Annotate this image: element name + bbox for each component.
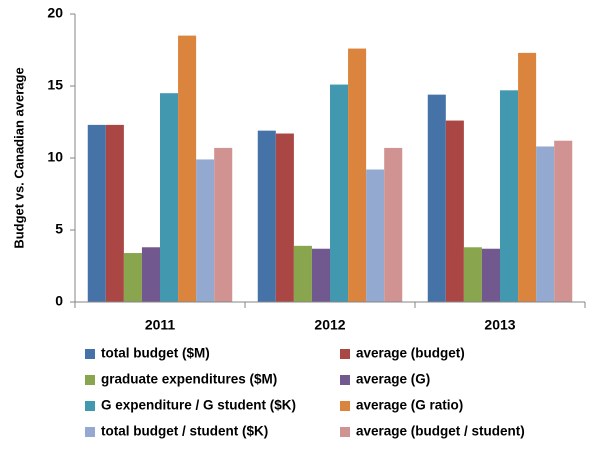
bar: [463, 247, 482, 302]
y-tick-label: 15: [47, 77, 63, 93]
bar: [427, 94, 446, 302]
bar: [160, 93, 179, 302]
x-tick-label: 2012: [314, 317, 345, 333]
y-tick-label: 10: [47, 149, 63, 165]
legend-swatch: [85, 427, 95, 437]
bar: [196, 159, 215, 302]
bar: [257, 130, 276, 302]
legend-label: total budget / student ($K): [101, 424, 268, 439]
legend-label: average (budget): [356, 346, 465, 361]
legend-swatch: [340, 427, 350, 437]
bar: [536, 146, 555, 302]
legend-swatch: [340, 349, 350, 359]
x-tick-label: 2011: [145, 317, 176, 333]
y-tick-label: 0: [55, 293, 63, 309]
legend-label: total budget ($M): [101, 346, 210, 361]
bar: [384, 147, 403, 302]
legend-swatch: [340, 375, 350, 385]
bar: [348, 48, 367, 303]
bar: [275, 133, 294, 302]
bar: [500, 90, 519, 302]
y-axis-label: Budget vs. Canadian average: [11, 67, 26, 248]
legend-label: average (G): [356, 372, 430, 387]
bar: [178, 35, 197, 302]
bar: [214, 147, 233, 302]
legend-swatch: [85, 401, 95, 411]
legend-label: average (budget / student): [356, 424, 525, 439]
bar: [293, 245, 312, 302]
legend-label: G expenditure / G student ($K): [101, 398, 296, 413]
bar: [311, 248, 330, 302]
legend-swatch: [85, 375, 95, 385]
y-tick-label: 5: [55, 221, 63, 237]
x-tick-label: 2013: [484, 317, 515, 333]
bar: [123, 253, 142, 302]
bar: [141, 247, 160, 302]
bar: [554, 140, 573, 302]
bar: [366, 169, 385, 302]
bar: [481, 248, 500, 302]
legend-swatch: [340, 401, 350, 411]
legend-label: graduate expenditures ($M): [101, 372, 277, 387]
y-tick-label: 20: [47, 5, 63, 21]
bar: [330, 84, 349, 302]
bar: [105, 124, 124, 302]
legend-swatch: [85, 349, 95, 359]
bar: [87, 124, 106, 302]
legend: total budget ($M) average (budget) graduat…: [85, 346, 525, 439]
legend-label: average (G ratio): [356, 398, 463, 413]
bar: [445, 120, 464, 302]
bar: [518, 52, 537, 302]
